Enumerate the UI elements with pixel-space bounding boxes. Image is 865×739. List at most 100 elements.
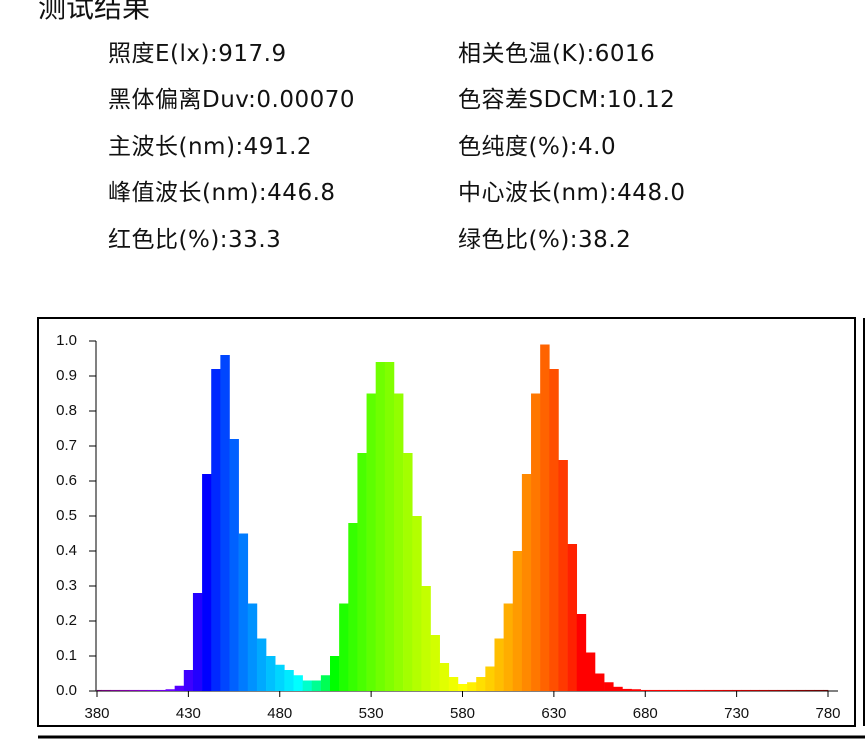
- y-tick-label: 0.4: [56, 542, 77, 559]
- spectrum-bar: [640, 689, 651, 691]
- x-tick-label: 480: [267, 705, 292, 722]
- x-tick-label: 680: [633, 705, 658, 722]
- spectrum-bar: [211, 369, 221, 691]
- spectrum-bar: [604, 682, 614, 691]
- spectrum-bar: [348, 523, 358, 691]
- spectrum-bar: [786, 689, 797, 691]
- spectrum-bar: [192, 593, 203, 691]
- spectrum-bar: [485, 666, 495, 691]
- spectrum-bar: [339, 603, 349, 691]
- spectrum-bar: [503, 603, 514, 691]
- measurement: 主波长(nm):491.2: [108, 134, 313, 160]
- spectrum-bar: [613, 686, 623, 691]
- spectrum-bar: [494, 638, 504, 691]
- spectrum-bar: [138, 689, 148, 691]
- measurement: 色纯度(%):4.0: [458, 134, 617, 160]
- measurement: 中心波长(nm):448.0: [458, 180, 686, 206]
- x-tick-label: 780: [815, 705, 840, 722]
- x-tick-label: 380: [84, 705, 109, 722]
- y-tick-label: 0.5: [56, 507, 77, 524]
- spectrum-bar: [576, 614, 587, 691]
- spectrum-bar: [759, 689, 769, 691]
- spectrum-bar: [330, 656, 340, 691]
- x-tick-label: 580: [450, 705, 475, 722]
- spectrum-bar: [97, 689, 102, 691]
- spectrum-bar: [686, 689, 696, 691]
- spectrum-bar: [448, 677, 459, 691]
- y-tick-label: 0.1: [56, 647, 77, 664]
- spectrum-bar: [531, 393, 541, 691]
- spectrum-bar: [631, 689, 641, 691]
- spectrum-bar: [823, 689, 829, 691]
- spectrum-bar: [229, 439, 239, 691]
- spectrum-bar: [677, 689, 687, 691]
- spectrum-bar: [183, 670, 194, 691]
- spectrum-bar: [128, 689, 139, 691]
- spectrum-bar: [732, 689, 742, 691]
- measurement: 红色比(%):33.3: [108, 227, 282, 253]
- y-tick-label: 0.2: [56, 612, 77, 629]
- measurement: 峰值波长(nm):446.8: [108, 180, 336, 206]
- spectrum-bar: [275, 664, 285, 691]
- spectrum-bar: [202, 474, 212, 691]
- page-title: 测试结果: [38, 0, 151, 24]
- y-tick-label: 0.3: [56, 577, 77, 594]
- spectrum-bar: [668, 689, 678, 691]
- spectrum-bar: [357, 453, 367, 691]
- x-tick-label: 730: [724, 705, 749, 722]
- spectrum-bar: [156, 689, 166, 691]
- y-tick-label: 0.8: [56, 402, 77, 419]
- measurement: 相关色温(K):6016: [458, 41, 656, 67]
- spectrum-bar: [521, 474, 532, 691]
- spectrum-bar: [430, 635, 440, 691]
- spectrum-bar: [293, 675, 303, 691]
- spectrum-bar: [777, 689, 788, 691]
- spectrum-bar: [713, 689, 724, 691]
- spectrum-bar: [750, 689, 760, 691]
- spectrum-bar: [266, 656, 276, 691]
- spectrum-bar: [101, 689, 112, 691]
- spectrum-bar: [814, 689, 824, 691]
- chart-frame: [37, 317, 856, 727]
- spectrum-bar: [467, 682, 477, 691]
- measurement: 照度E(lx):917.9: [108, 41, 287, 67]
- x-tick-label: 430: [176, 705, 201, 722]
- spectrum-bar: [722, 689, 733, 691]
- spectrum-bar: [796, 689, 806, 691]
- spectrum-bar: [540, 344, 550, 691]
- spectrum-bar: [375, 362, 386, 691]
- spectrum-bar: [649, 689, 660, 691]
- spectrum-bar: [284, 670, 294, 691]
- spectrum-bar: [147, 689, 157, 691]
- spectrum-bar: [412, 516, 422, 691]
- spectrum-bar: [741, 689, 751, 691]
- spectrum-bar: [585, 652, 596, 691]
- spectrum-bar: [403, 453, 413, 691]
- spectrum-bar: [174, 685, 185, 691]
- spectrum-bar: [421, 586, 431, 691]
- spectrum-bar: [247, 603, 258, 691]
- spectrum-bar: [302, 680, 313, 691]
- measurement: 色容差SDCM:10.12: [458, 87, 676, 113]
- spectrum-bar: [393, 393, 404, 691]
- y-tick-label: 1.0: [56, 332, 77, 349]
- x-tick-label: 630: [541, 705, 566, 722]
- spectrum-bar: [457, 684, 468, 691]
- spectrum-bar: [165, 689, 175, 691]
- spectrum-bar: [366, 393, 376, 691]
- y-tick-label: 0.6: [56, 472, 77, 489]
- spectrum-bar: [512, 551, 523, 691]
- y-tick-label: 0.9: [56, 367, 77, 384]
- spectrum-bar: [768, 689, 779, 691]
- y-tick-label: 0.7: [56, 437, 77, 454]
- spectrum-bar: [695, 689, 705, 691]
- measurement: 黑体偏离Duv:0.00070: [108, 87, 356, 113]
- spectrum-bar: [384, 362, 395, 691]
- spectrum-bar: [704, 689, 715, 691]
- spectrum-bar: [110, 689, 121, 691]
- spectrum-bar: [558, 460, 568, 691]
- x-tick-label: 530: [359, 705, 384, 722]
- spectrum-bar: [567, 544, 578, 691]
